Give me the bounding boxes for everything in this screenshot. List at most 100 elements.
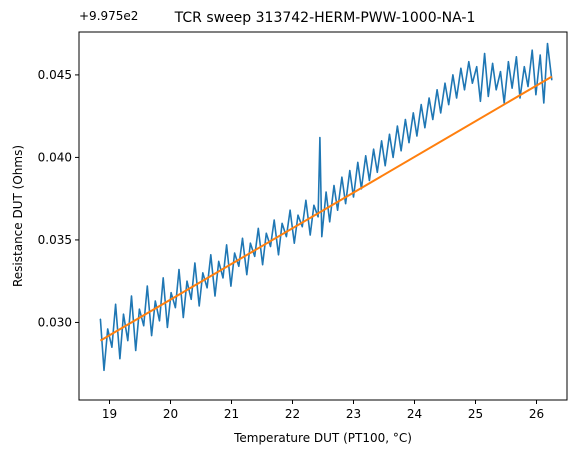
measured-point: [400, 150, 402, 152]
measured-point: [468, 61, 470, 63]
measured-point: [392, 156, 394, 158]
measured-point: [166, 326, 168, 328]
measured-point: [352, 196, 355, 198]
measured-point: [206, 287, 208, 289]
measured-point: [368, 179, 370, 182]
x-axis-ticks: 19 20 21 22 23 24 25 26: [102, 400, 544, 421]
measured-point: [234, 252, 236, 254]
measured-point: [428, 97, 430, 99]
y-offset-label: +9.975e2: [79, 9, 138, 23]
measured-point: [107, 328, 109, 330]
measured-point: [527, 85, 529, 88]
y-tick-label: 0.035: [38, 233, 72, 247]
measured-point: [460, 67, 462, 69]
measured-point: [448, 104, 450, 106]
measured-point: [479, 100, 481, 102]
measured-point: [158, 320, 161, 322]
chart-title: TCR sweep 313742-HERM-PWW-1000-NA-1: [174, 10, 476, 26]
y-axis-ticks: 0.030 0.035 0.040 0.045: [38, 68, 79, 329]
measured-point: [222, 277, 224, 279]
fit-series-line: [99, 75, 553, 342]
measured-point: [420, 104, 422, 106]
measured-point: [463, 89, 466, 91]
measured-point: [178, 269, 180, 271]
x-tick-label: 26: [529, 407, 544, 421]
measured-point: [293, 242, 295, 244]
measured-point: [317, 216, 319, 218]
measured-series-line: [99, 42, 553, 372]
measured-point: [432, 118, 434, 121]
measured-point: [138, 308, 140, 310]
measured-point: [416, 135, 418, 137]
measured-point: [289, 209, 291, 211]
measured-point: [174, 307, 176, 309]
measured-point: [111, 346, 113, 348]
measured-point: [305, 199, 307, 201]
measured-point: [249, 242, 251, 244]
measured-point: [452, 74, 454, 76]
measured-point: [277, 254, 280, 256]
x-tick-label: 20: [163, 407, 178, 421]
measured-point: [319, 137, 321, 139]
x-tick-label: 21: [224, 407, 239, 421]
measured-point: [143, 325, 145, 327]
measured-point: [349, 170, 351, 172]
measured-point: [265, 232, 267, 234]
measured-point: [404, 118, 406, 121]
measured-point: [297, 214, 299, 216]
measured-point: [254, 255, 256, 257]
measured-point: [301, 226, 303, 228]
measured-point: [373, 148, 375, 150]
measured-point: [546, 43, 549, 45]
measured-point: [226, 244, 228, 246]
measured-point: [313, 204, 315, 206]
measured-point: [384, 165, 386, 167]
measured-point: [499, 71, 502, 73]
measured-point: [230, 285, 232, 287]
measured-point: [257, 227, 259, 229]
measured-point: [531, 49, 533, 51]
measured-point: [186, 280, 188, 282]
measured-point: [182, 316, 184, 319]
measured-point: [357, 161, 359, 163]
measured-point: [424, 127, 426, 129]
measured-point: [551, 79, 553, 81]
x-tick-label: 23: [346, 407, 361, 421]
measured-point: [511, 87, 513, 89]
x-tick-label: 19: [102, 407, 117, 421]
measured-point: [262, 264, 264, 266]
x-tick-label: 25: [468, 407, 483, 421]
measured-point: [444, 82, 446, 84]
measured-point: [309, 234, 311, 236]
measured-point: [412, 112, 414, 114]
measured-point: [341, 176, 343, 178]
measured-point: [162, 277, 164, 279]
series-layer: [99, 42, 553, 372]
measured-point: [495, 89, 497, 91]
measured-point: [241, 237, 244, 239]
measured-point: [337, 209, 339, 211]
measured-point: [381, 140, 383, 142]
measured-point: [329, 221, 331, 223]
measured-point: [198, 305, 200, 307]
x-axis-label: Temperature DUT (PT100, °C): [233, 431, 412, 445]
measured-point: [135, 349, 137, 352]
measured-point: [190, 298, 192, 300]
measured-point: [273, 219, 275, 221]
measured-point: [476, 66, 478, 68]
measured-point: [345, 203, 347, 205]
measured-point: [202, 272, 204, 274]
measured-point: [99, 318, 101, 320]
measured-point: [436, 89, 438, 91]
y-tick-label: 0.040: [38, 150, 72, 164]
measured-point: [170, 292, 172, 294]
x-tick-label: 22: [285, 407, 300, 421]
measured-point: [388, 133, 391, 135]
measured-point: [210, 254, 212, 256]
measured-point: [507, 61, 509, 63]
measured-point: [246, 274, 248, 276]
measured-point: [440, 112, 442, 114]
x-tick-label: 24: [407, 407, 422, 421]
measured-point: [269, 245, 272, 248]
